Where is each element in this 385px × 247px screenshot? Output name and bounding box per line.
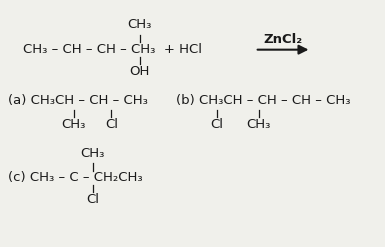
Text: Cl: Cl [105, 118, 118, 131]
Text: ZnCl₂: ZnCl₂ [263, 34, 303, 46]
Text: (c) CH₃ – C – CH₂CH₃: (c) CH₃ – C – CH₂CH₃ [8, 171, 142, 185]
Text: CH₃ – CH – CH – CH₃  + HCl: CH₃ – CH – CH – CH₃ + HCl [23, 43, 202, 56]
Text: CH₃: CH₃ [62, 118, 86, 131]
Text: (a) CH₃CH – CH – CH₃: (a) CH₃CH – CH – CH₃ [8, 94, 147, 107]
Text: CH₃: CH₃ [246, 118, 271, 131]
Text: Cl: Cl [211, 118, 224, 131]
Text: Cl: Cl [86, 193, 99, 206]
Text: (b) CH₃CH – CH – CH – CH₃: (b) CH₃CH – CH – CH – CH₃ [176, 94, 350, 107]
Text: CH₃: CH₃ [80, 147, 105, 160]
Text: OH: OH [129, 65, 150, 78]
Text: CH₃: CH₃ [127, 18, 152, 31]
